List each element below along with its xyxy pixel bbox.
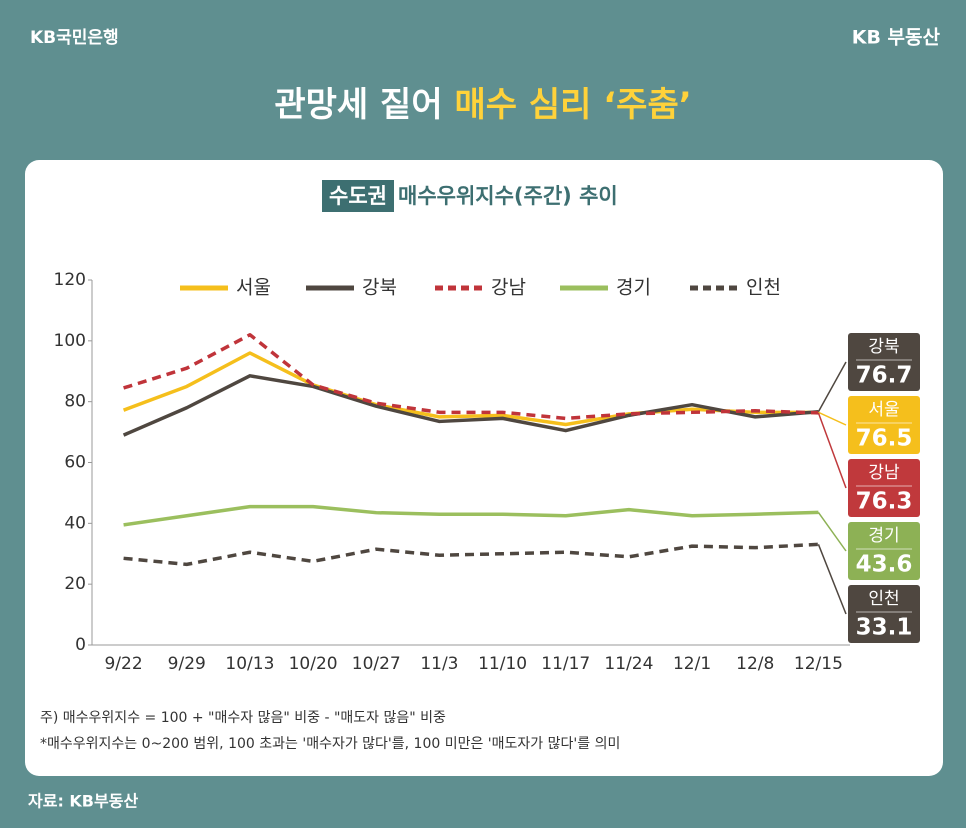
subtitle: 매수우위지수(주간) 추이: [398, 184, 618, 208]
y-tick-label: 120: [54, 270, 86, 290]
end-label-name: 경기: [868, 526, 899, 546]
y-tick-label: 40: [64, 513, 86, 533]
legend-label: 강남: [491, 277, 526, 299]
note: 주) 매수우위지수 = 100 + "매수자 많음" 비중 - "매도자 많음"…: [40, 710, 446, 726]
x-tick-label: 12/8: [736, 654, 774, 674]
source: 자료: KB부동산: [28, 792, 138, 811]
y-tick-label: 0: [75, 635, 86, 655]
end-label-name: 서울: [868, 400, 899, 420]
x-tick-label: 12/15: [794, 654, 843, 674]
panel: [25, 160, 943, 776]
legend-label: 강북: [362, 277, 397, 299]
x-tick-label: 11/3: [420, 654, 458, 674]
subtitle-highlight: 수도권: [329, 184, 387, 208]
brand-left: KB국민은행: [30, 28, 119, 48]
series-line: [123, 542, 819, 567]
x-tick-label: 10/27: [352, 654, 401, 674]
series-line: [122, 351, 819, 427]
end-label-box: [848, 522, 920, 580]
series-line: [123, 333, 819, 421]
series-line: [122, 374, 819, 437]
end-label-value: 76.7: [856, 363, 913, 389]
series-line: [123, 504, 819, 527]
x-tick-label: 10/13: [225, 654, 274, 674]
label-connector: [817, 412, 847, 489]
y-tick-label: 20: [64, 574, 86, 594]
legend-label: 경기: [616, 277, 651, 299]
end-label-name: 인천: [868, 589, 899, 609]
title: 관망세 짙어 매수 심리 ‘주춤’: [274, 85, 691, 125]
end-label-value: 33.1: [856, 615, 913, 641]
label-connector: [817, 511, 847, 552]
end-label-value: 43.6: [856, 552, 913, 578]
brand-right: KB 부동산: [852, 27, 941, 49]
title-highlight: 매수 심리 ‘주춤’: [454, 85, 691, 125]
label-connector: [817, 544, 847, 615]
end-label-name: 강남: [868, 463, 900, 483]
note: *매수우위지수는 0~200 범위, 100 초과는 '매수자가 많다'를, 1…: [40, 736, 620, 752]
end-label-box: [848, 459, 920, 517]
legend-label: 서울: [236, 277, 271, 299]
legend-label: 인천: [746, 277, 781, 299]
end-label-value: 76.5: [856, 426, 913, 452]
end-label-box: [848, 396, 920, 454]
end-label-box: [848, 585, 920, 643]
end-label-box: [848, 333, 920, 391]
x-tick-label: 9/29: [168, 654, 206, 674]
y-tick-label: 60: [64, 453, 86, 473]
title-plain: 관망세 짙어: [274, 85, 442, 125]
label-connector: [818, 411, 847, 426]
subtitle-box: [322, 180, 394, 212]
end-label-value: 76.3: [856, 489, 913, 515]
end-label-name: 강북: [868, 337, 899, 357]
x-tick-label: 11/17: [541, 654, 590, 674]
y-tick-label: 80: [64, 392, 86, 412]
label-connector: [817, 361, 847, 413]
x-tick-label: 9/22: [104, 654, 142, 674]
x-tick-label: 11/10: [478, 654, 527, 674]
x-tick-label: 10/20: [289, 654, 338, 674]
x-tick-label: 11/24: [604, 654, 653, 674]
x-tick-label: 12/1: [673, 654, 711, 674]
y-tick-label: 100: [54, 331, 86, 351]
